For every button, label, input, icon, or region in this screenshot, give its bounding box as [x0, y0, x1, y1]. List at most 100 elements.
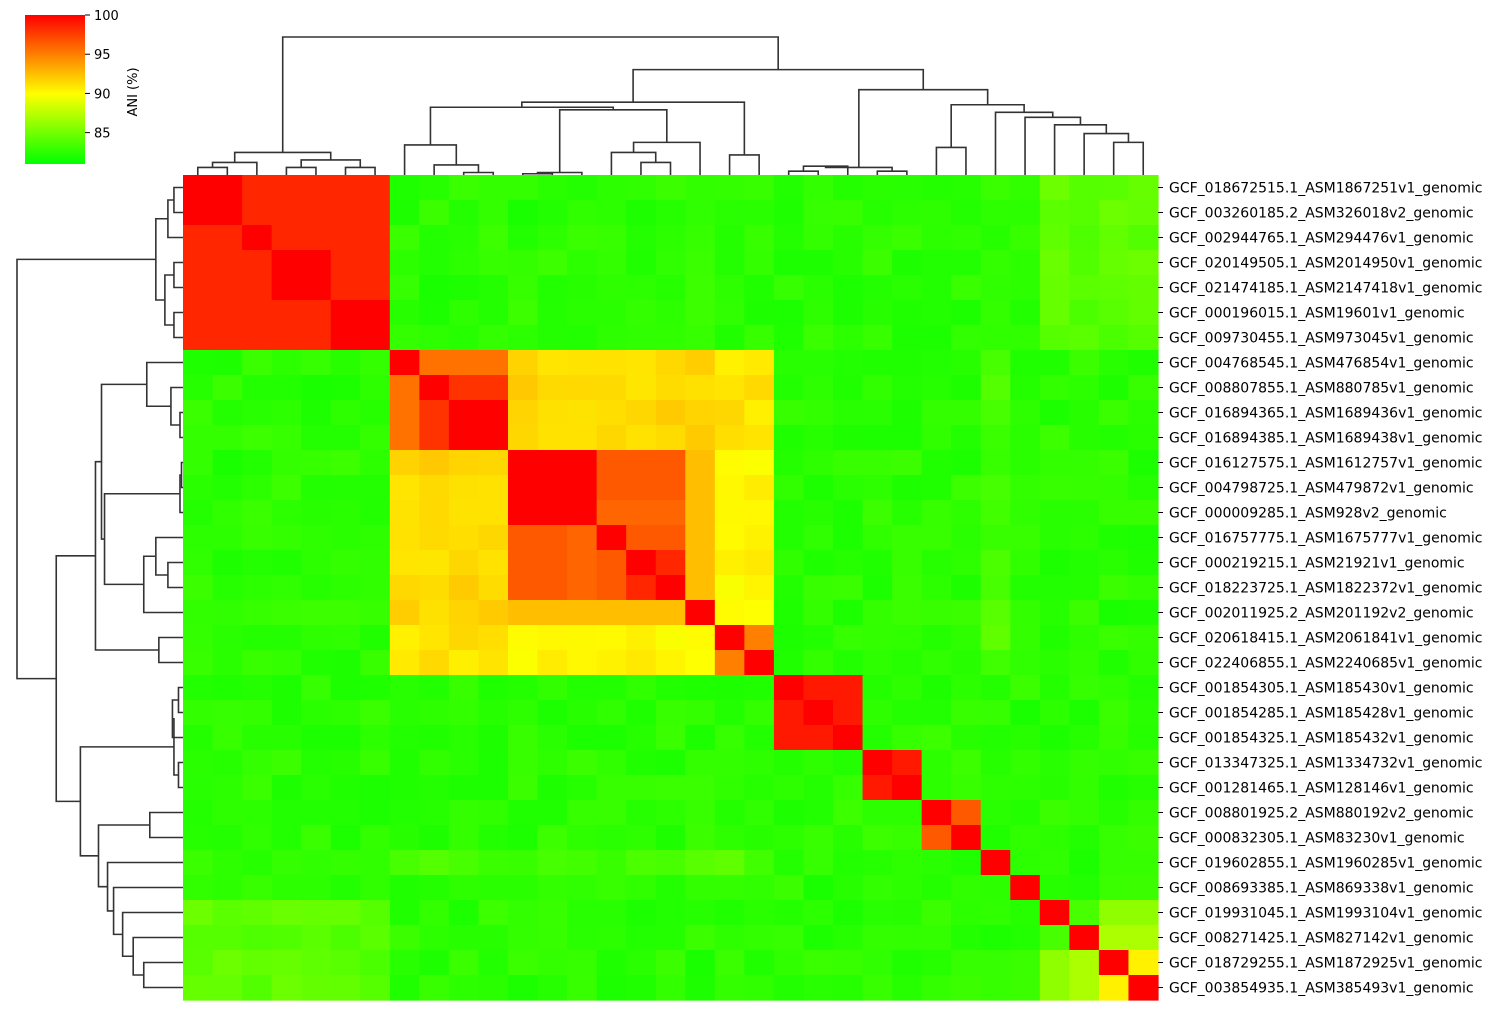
heatmap-cell	[242, 900, 273, 926]
heatmap-cell	[478, 700, 509, 726]
heatmap-cell	[301, 775, 332, 801]
heatmap-cell	[803, 600, 834, 626]
heatmap-cell	[537, 800, 568, 826]
heatmap-cell	[773, 850, 805, 876]
heatmap-cell	[951, 250, 982, 276]
heatmap-cell	[1128, 750, 1159, 776]
dendrogram-link	[433, 164, 480, 175]
heatmap-cell	[626, 925, 657, 951]
heatmap-cell	[862, 775, 893, 801]
heatmap-cell	[537, 500, 568, 526]
heatmap-cell	[685, 775, 716, 801]
heatmap-cell	[803, 975, 834, 1001]
heatmap-cell	[330, 675, 361, 701]
colorbar-tick-label: 100	[94, 9, 119, 24]
heatmap-cell	[301, 400, 332, 426]
heatmap-cell	[626, 250, 657, 276]
heatmap-cell	[330, 900, 361, 926]
heatmap-cell	[1039, 225, 1070, 251]
heatmap-cell	[508, 975, 539, 1001]
heatmap-cell	[596, 350, 627, 376]
colorbar-label: ANI (%)	[126, 67, 141, 116]
heatmap-cell	[951, 725, 982, 751]
heatmap-cell	[508, 825, 539, 851]
heatmap-cell	[212, 575, 243, 601]
heatmap-cell	[655, 250, 686, 276]
heatmap-cell	[626, 475, 657, 501]
heatmap-cell	[1039, 625, 1070, 651]
heatmap-cell	[271, 650, 302, 676]
heatmap-cell	[626, 900, 657, 926]
heatmap-cell	[626, 450, 657, 476]
heatmap-cell	[803, 325, 834, 351]
heatmap-cell	[183, 750, 214, 776]
heatmap-cell	[1098, 300, 1130, 326]
heatmap-cell	[330, 375, 361, 401]
heatmap-cell	[330, 275, 361, 301]
heatmap-cell	[803, 200, 834, 226]
heatmap-cell	[360, 675, 391, 701]
row-label: GCF_002944765.1_ASM294476v1_genomic	[1169, 231, 1474, 247]
heatmap-cell	[714, 300, 745, 326]
heatmap-cell	[596, 875, 627, 901]
heatmap-cell	[921, 575, 952, 601]
heatmap-cell	[596, 925, 627, 951]
heatmap-cell	[921, 425, 952, 451]
heatmap-cell	[1128, 800, 1159, 826]
heatmap-cell	[833, 425, 864, 451]
heatmap-cell	[773, 350, 805, 376]
dendrogram-link	[155, 536, 183, 576]
heatmap-cell	[212, 875, 243, 901]
heatmap-cell	[271, 900, 302, 926]
heatmap-cell	[1010, 950, 1041, 976]
heatmap-cell	[773, 825, 805, 851]
heatmap-cell	[626, 200, 657, 226]
heatmap-cell	[330, 925, 361, 951]
heatmap-cell	[980, 825, 1011, 851]
heatmap-cell	[567, 725, 598, 751]
heatmap-cell	[242, 675, 273, 701]
heatmap-cell	[183, 450, 214, 476]
heatmap-cell	[301, 975, 332, 1001]
dendrogram-link	[100, 383, 147, 540]
heatmap-cell	[567, 375, 598, 401]
row-dendrogram	[16, 186, 183, 989]
heatmap-cell	[714, 500, 745, 526]
heatmap-cell	[862, 550, 893, 576]
heatmap-cell	[980, 275, 1011, 301]
heatmap-cell	[271, 975, 302, 1001]
heatmap-cell	[448, 600, 480, 626]
heatmap-cell	[862, 250, 893, 276]
heatmap-cell	[183, 800, 214, 826]
heatmap-cell	[1069, 575, 1100, 601]
heatmap-cell	[419, 250, 450, 276]
heatmap-cell	[714, 250, 745, 276]
heatmap-cell	[271, 775, 302, 801]
heatmap-cell	[596, 450, 627, 476]
heatmap-cell	[242, 250, 273, 276]
heatmap-cell	[1128, 250, 1159, 276]
row-label: GCF_020149505.1_ASM2014950v1_genomic	[1169, 256, 1482, 272]
heatmap-cell	[301, 825, 332, 851]
heatmap-cell	[773, 375, 805, 401]
heatmap-cell	[892, 200, 923, 226]
heatmap-cell	[271, 500, 302, 526]
heatmap-cell	[1098, 475, 1130, 501]
heatmap-cell	[1069, 650, 1100, 676]
heatmap-cell	[892, 650, 923, 676]
heatmap-cell	[567, 225, 598, 251]
heatmap-cell	[626, 400, 657, 426]
row-label: GCF_008807855.1_ASM880785v1_genomic	[1169, 381, 1474, 397]
row-label: GCF_003854935.1_ASM385493v1_genomic	[1169, 981, 1474, 997]
heatmap-cell	[892, 300, 923, 326]
heatmap-cell	[508, 300, 539, 326]
heatmap-cell	[301, 925, 332, 951]
heatmap-cell	[567, 875, 598, 901]
heatmap-cell	[655, 450, 686, 476]
heatmap-cell	[360, 400, 391, 426]
heatmap-cell	[685, 875, 716, 901]
heatmap-cell	[448, 550, 480, 576]
heatmap-cell	[1128, 700, 1159, 726]
heatmap-cell	[685, 375, 716, 401]
heatmap-cell	[389, 975, 420, 1001]
